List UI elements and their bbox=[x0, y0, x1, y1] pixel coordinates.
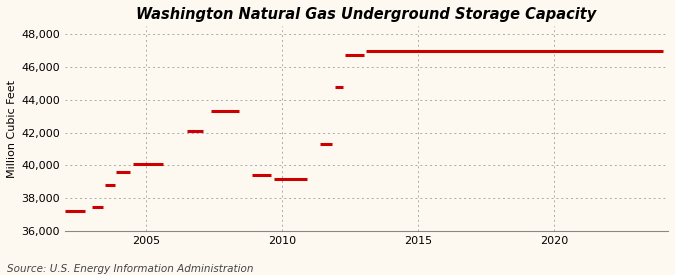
Text: Source: U.S. Energy Information Administration: Source: U.S. Energy Information Administ… bbox=[7, 264, 253, 274]
Y-axis label: Million Cubic Feet: Million Cubic Feet bbox=[7, 79, 17, 178]
Title: Washington Natural Gas Underground Storage Capacity: Washington Natural Gas Underground Stora… bbox=[136, 7, 597, 22]
